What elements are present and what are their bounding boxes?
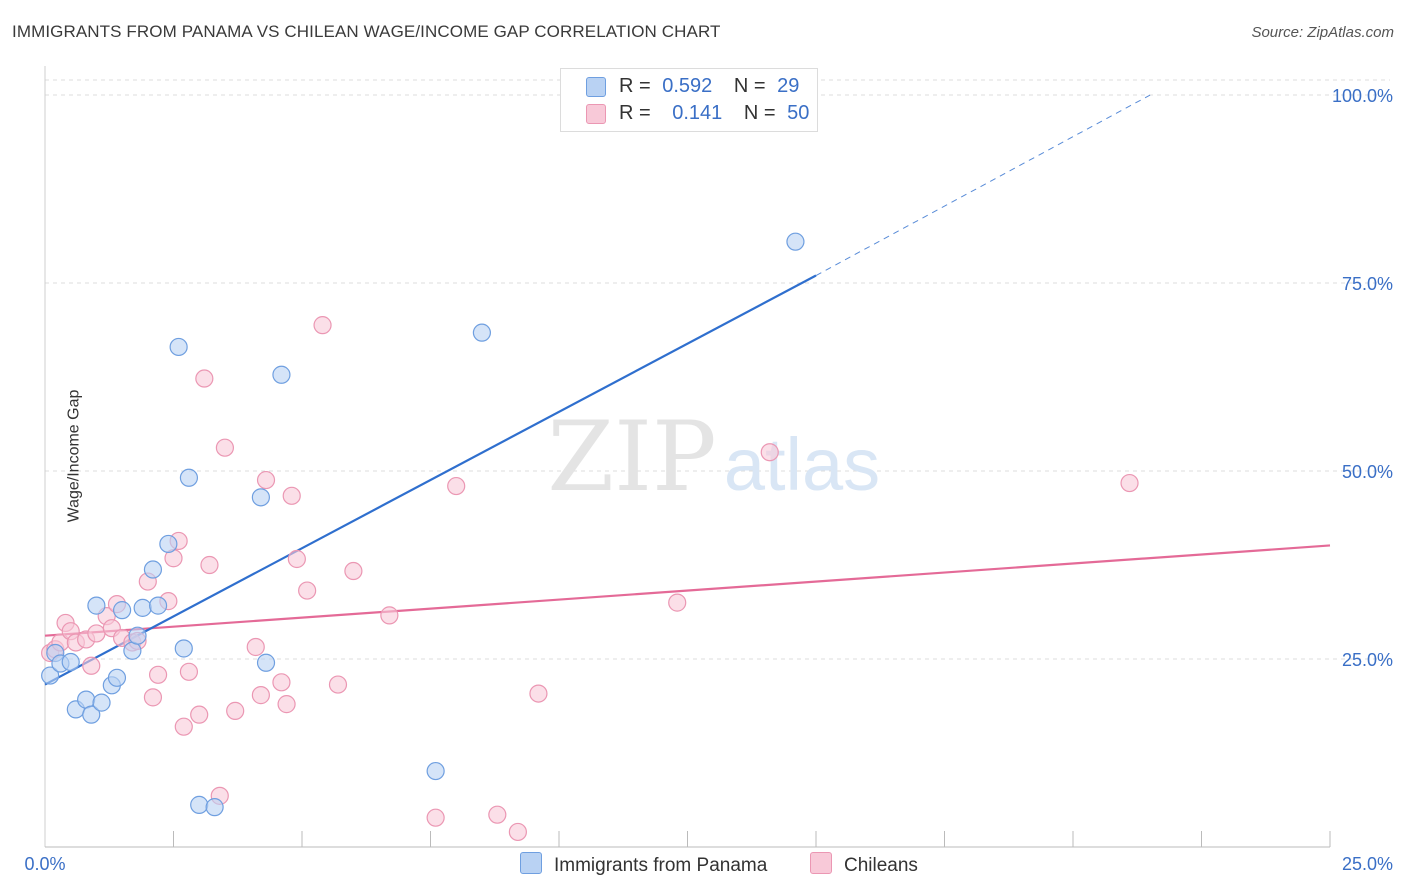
y-tick-label: 50.0% [1342,462,1393,482]
trend-line-panama [44,274,817,686]
data-point-chileans [380,606,399,625]
data-point-chileans [344,561,363,581]
data-point-chileans [200,555,219,575]
data-point-panama [159,534,178,554]
data-point-chileans [313,316,332,335]
bottom-swatch-blue [520,852,542,874]
data-point-chileans [447,476,466,496]
grid-lines [45,79,1390,660]
watermark-zip: ZIP [547,401,716,513]
x-tick-label: 25.0% [1342,854,1393,874]
data-point-panama [251,488,270,507]
data-point-chileans [195,369,214,388]
bottom-legend-panama: Immigrants from Panama [520,852,767,877]
legend-r-value: 0.592 [662,75,713,97]
data-point-chileans [529,684,548,703]
legend-r-label: R = [619,75,651,97]
data-point-chileans [328,675,348,694]
data-point-panama [174,639,193,658]
data-point-chileans [174,717,193,736]
axes [44,66,1331,848]
data-point-panama [123,641,142,660]
data-point-panama [92,693,111,712]
bottom-legend-label: Immigrants from Panama [554,855,768,876]
data-point-panama [143,560,163,579]
data-point-panama [87,596,106,615]
data-point-panama [786,232,805,251]
data-point-chileans [87,624,106,643]
data-point-panama [205,798,224,817]
data-point-panama [272,365,291,384]
data-point-chileans [488,805,507,824]
data-point-chileans [179,662,199,681]
data-point-chileans [82,656,101,675]
data-point-panama [256,653,276,672]
data-point-chileans [215,438,234,457]
data-point-chileans [282,486,301,505]
data-point-chileans [226,701,245,720]
chart-title: IMMIGRANTS FROM PANAMA VS CHILEAN WAGE/I… [12,22,721,41]
y-tick-label: 25.0% [1342,650,1393,670]
trend-line-chileans [44,544,1331,637]
data-point-panama [112,601,132,620]
data-point-chileans [508,822,527,842]
legend-n-label: N = [733,75,766,97]
legend-swatch-blue [586,77,606,97]
data-point-chileans [256,470,276,490]
y-axis-label: Wage/Income Gap [65,389,83,523]
data-point-chileans [251,686,270,705]
watermark-atlas: atlas [724,423,880,506]
y-tick-label: 75.0% [1342,274,1393,294]
source-label: Source: ZipAtlas.com [1251,24,1394,41]
data-point-chileans [143,688,163,707]
x-tick-label: 0.0% [24,854,65,874]
data-point-chileans [148,665,168,684]
correlation-legend: R = 0.592 N = 29 R = 0.141 N = 50 [560,68,818,132]
data-point-panama [128,626,147,645]
data-point-panama [107,668,127,687]
bottom-legend-chileans: Chileans [810,852,918,877]
data-point-panama [179,468,199,487]
data-point-panama [133,598,152,617]
watermark: ZIP atlas [547,401,880,513]
data-point-panama [426,761,445,781]
legend-n-label: N = [743,102,776,124]
bottom-legend-label: Chileans [844,855,918,876]
trend-line-panama-extension [815,94,1151,276]
bottom-swatch-pink [810,852,832,874]
data-point-panama [472,323,491,342]
data-point-chileans [298,581,317,600]
tick-labels: 25.0% 50.0% 75.0% 100.0% 0.0% 25.0% [24,86,1393,874]
data-point-chileans [246,637,265,657]
legend-r-value: 0.141 [672,102,723,124]
data-point-chileans [272,673,291,692]
data-point-chileans [760,443,779,462]
y-tick-label: 100.0% [1332,86,1393,106]
data-point-chileans [1120,473,1139,493]
data-point-chileans [426,808,445,827]
data-point-panama [82,705,101,724]
data-point-panama [41,666,60,685]
data-point-panama [61,652,80,672]
data-point-chileans [277,695,296,714]
data-point-chileans [287,549,306,569]
data-point-panama [190,795,209,814]
data-point-chileans [190,705,209,724]
trend-lines [44,94,1331,686]
legend-r-label: R = [619,102,651,124]
legend-n-value: 50 [787,102,810,124]
data-point-chileans [668,593,687,612]
legend-n-value: 29 [777,75,800,97]
data-point-panama [148,596,168,615]
legend-swatch-pink [586,104,606,124]
data-point-panama [77,690,96,709]
data-point-panama [169,337,188,357]
data-points [41,232,1139,842]
